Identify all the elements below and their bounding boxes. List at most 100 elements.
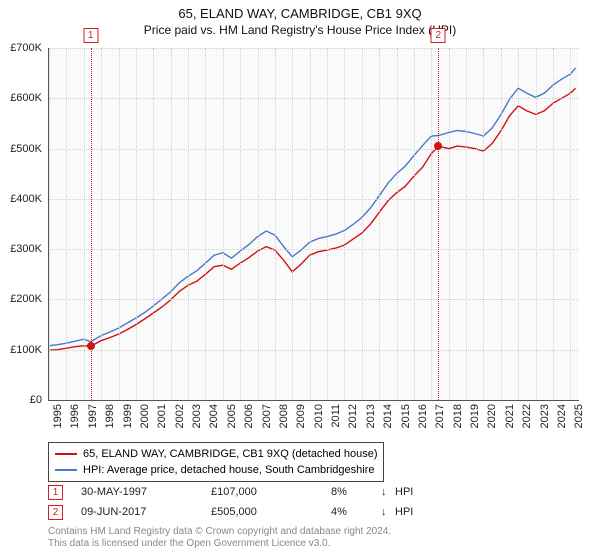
xtick-label: 2007 xyxy=(261,404,273,428)
xtick-label: 2009 xyxy=(295,404,307,428)
gridline-v xyxy=(501,48,502,400)
footnote-line: Contains HM Land Registry data © Crown c… xyxy=(48,526,391,538)
transaction-marker-icon: 1 xyxy=(48,485,63,500)
ytick-label: £100K xyxy=(2,344,42,356)
gridline-v xyxy=(49,48,50,400)
ytick-label: £400K xyxy=(2,193,42,205)
marker-dot-icon xyxy=(87,342,95,350)
xtick-label: 1996 xyxy=(69,404,81,428)
xtick-label: 2011 xyxy=(330,404,342,428)
gridline-v xyxy=(275,48,276,400)
chart-area: 12 £0£100K£200K£300K£400K£500K£600K£700K… xyxy=(48,48,578,400)
line-layer xyxy=(49,48,579,400)
xtick-label: 2013 xyxy=(365,404,377,428)
xtick-label: 2004 xyxy=(208,404,220,428)
xtick-label: 2025 xyxy=(573,404,585,428)
gridline-v xyxy=(449,48,450,400)
xtick-label: 2006 xyxy=(243,404,255,428)
transaction-row: 2 09-JUN-2017 £505,000 4% ↓ HPI xyxy=(48,502,413,522)
xtick-label: 2018 xyxy=(452,404,464,428)
gridline-h xyxy=(49,98,579,99)
transaction-pct: 4% xyxy=(331,506,381,518)
gridline-v xyxy=(84,48,85,400)
ytick-label: £200K xyxy=(2,293,42,305)
gridline-v xyxy=(153,48,154,400)
xtick-label: 2002 xyxy=(174,404,186,428)
ytick-label: £700K xyxy=(2,42,42,54)
gridline-v xyxy=(136,48,137,400)
transaction-row: 1 30-MAY-1997 £107,000 8% ↓ HPI xyxy=(48,482,413,502)
gridline-v xyxy=(553,48,554,400)
footnote-line: This data is licensed under the Open Gov… xyxy=(48,538,391,550)
legend-label-property: 65, ELAND WAY, CAMBRIDGE, CB1 9XQ (detac… xyxy=(83,446,377,462)
xtick-label: 2021 xyxy=(504,404,516,428)
gridline-h xyxy=(49,350,579,351)
gridline-v xyxy=(570,48,571,400)
xtick-label: 2024 xyxy=(556,404,568,428)
gridline-v xyxy=(66,48,67,400)
gridline-v xyxy=(397,48,398,400)
xtick-label: 2014 xyxy=(382,404,394,428)
xtick-label: 2000 xyxy=(139,404,151,428)
legend-row-property: 65, ELAND WAY, CAMBRIDGE, CB1 9XQ (detac… xyxy=(55,446,377,462)
transaction-price: £505,000 xyxy=(211,506,331,518)
xtick-label: 2008 xyxy=(278,404,290,428)
xtick-label: 2017 xyxy=(434,404,446,428)
legend-label-hpi: HPI: Average price, detached house, Sout… xyxy=(83,462,374,478)
gridline-v xyxy=(119,48,120,400)
gridline-v xyxy=(362,48,363,400)
legend-swatch-hpi xyxy=(55,469,77,471)
series-line-property xyxy=(49,88,576,350)
xtick-label: 2022 xyxy=(521,404,533,428)
gridline-v xyxy=(327,48,328,400)
gridline-v xyxy=(310,48,311,400)
ytick-label: £600K xyxy=(2,92,42,104)
ytick-label: £0 xyxy=(2,394,42,406)
gridline-v xyxy=(431,48,432,400)
marker-dot-icon xyxy=(434,142,442,150)
gridline-v xyxy=(258,48,259,400)
down-arrow-icon: ↓ xyxy=(381,486,395,498)
gridline-v xyxy=(344,48,345,400)
gridline-v xyxy=(101,48,102,400)
gridline-v xyxy=(205,48,206,400)
gridline-v xyxy=(466,48,467,400)
gridline-h xyxy=(49,299,579,300)
gridline-v xyxy=(414,48,415,400)
series-line-hpi xyxy=(49,68,576,346)
xtick-label: 2012 xyxy=(347,404,359,428)
xtick-label: 1997 xyxy=(87,404,99,428)
transaction-vs: HPI xyxy=(395,506,413,518)
xtick-label: 1998 xyxy=(104,404,116,428)
plot-region: 12 xyxy=(48,48,579,401)
xtick-label: 1999 xyxy=(122,404,134,428)
gridline-v xyxy=(240,48,241,400)
gridline-v xyxy=(536,48,537,400)
xtick-label: 2020 xyxy=(486,404,498,428)
gridline-h xyxy=(49,249,579,250)
gridline-h xyxy=(49,149,579,150)
gridline-h xyxy=(49,48,579,49)
ytick-label: £300K xyxy=(2,243,42,255)
legend-swatch-property xyxy=(55,453,77,455)
gridline-v xyxy=(483,48,484,400)
transaction-vs: HPI xyxy=(395,486,413,498)
ytick-label: £500K xyxy=(2,143,42,155)
transaction-price: £107,000 xyxy=(211,486,331,498)
footnote: Contains HM Land Registry data © Crown c… xyxy=(48,526,391,550)
transaction-marker-icon: 2 xyxy=(48,505,63,520)
marker-vline xyxy=(438,48,439,400)
transaction-pct: 8% xyxy=(331,486,381,498)
legend-box: 65, ELAND WAY, CAMBRIDGE, CB1 9XQ (detac… xyxy=(48,442,384,482)
marker-label-box: 2 xyxy=(431,28,446,43)
gridline-v xyxy=(379,48,380,400)
gridline-v xyxy=(171,48,172,400)
marker-label-box: 1 xyxy=(83,28,98,43)
xtick-label: 1995 xyxy=(52,404,64,428)
xtick-label: 2001 xyxy=(156,404,168,428)
gridline-h xyxy=(49,199,579,200)
transaction-date: 30-MAY-1997 xyxy=(81,486,211,498)
transaction-date: 09-JUN-2017 xyxy=(81,506,211,518)
gridline-v xyxy=(188,48,189,400)
xtick-label: 2010 xyxy=(313,404,325,428)
